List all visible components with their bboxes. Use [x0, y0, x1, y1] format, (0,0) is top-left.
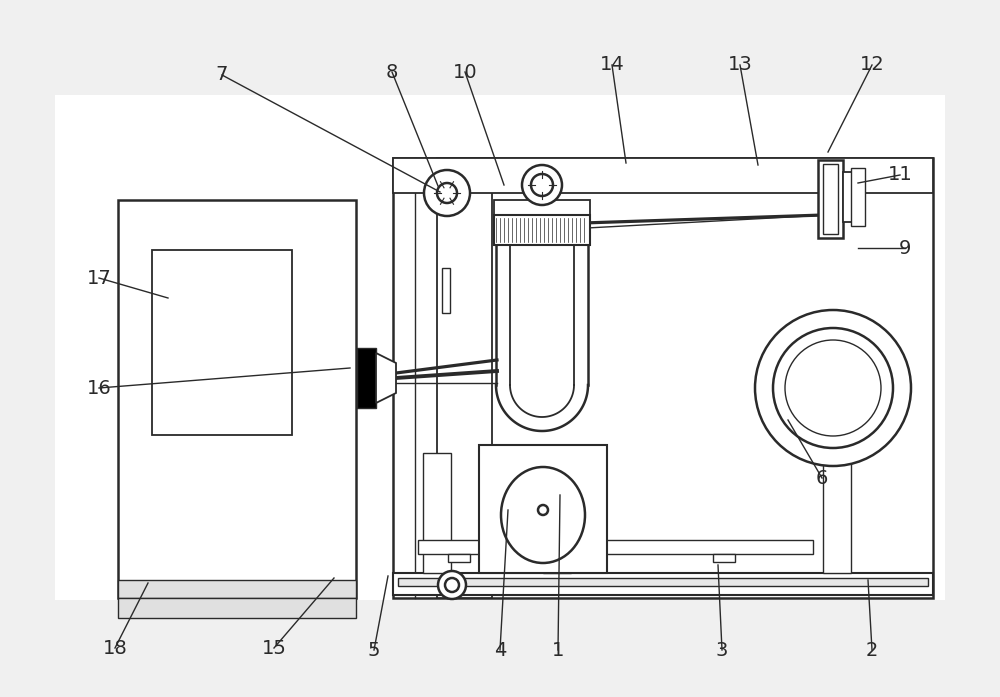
Bar — [118, 580, 356, 598]
Text: 13: 13 — [728, 56, 752, 75]
Bar — [118, 200, 356, 598]
Bar — [398, 578, 928, 586]
Bar — [713, 554, 735, 562]
Bar — [393, 158, 933, 598]
Bar — [851, 168, 865, 226]
Bar — [543, 453, 571, 573]
Bar — [843, 172, 865, 222]
Circle shape — [437, 183, 457, 203]
Bar — [442, 268, 450, 313]
Polygon shape — [376, 353, 396, 403]
Bar — [823, 453, 851, 573]
Text: 18: 18 — [103, 638, 127, 657]
Circle shape — [438, 571, 466, 599]
Text: 12: 12 — [860, 56, 884, 75]
Text: 6: 6 — [816, 468, 828, 487]
Text: 1: 1 — [552, 641, 564, 659]
Circle shape — [531, 174, 553, 196]
Ellipse shape — [501, 467, 585, 563]
Circle shape — [538, 505, 548, 515]
Bar — [823, 164, 838, 234]
Text: 7: 7 — [216, 66, 228, 84]
Text: 8: 8 — [386, 63, 398, 82]
Text: 4: 4 — [494, 641, 506, 659]
Text: 9: 9 — [899, 238, 911, 257]
Bar — [437, 158, 492, 598]
Bar — [494, 215, 590, 245]
Bar — [423, 453, 451, 573]
Circle shape — [445, 578, 459, 592]
Text: 15: 15 — [262, 638, 286, 657]
Bar — [118, 598, 356, 618]
Bar — [494, 200, 590, 215]
Bar — [448, 554, 470, 562]
Bar — [357, 348, 376, 408]
Bar — [479, 445, 607, 573]
Circle shape — [522, 165, 562, 205]
Text: 14: 14 — [600, 56, 624, 75]
Text: 11: 11 — [888, 165, 912, 185]
Bar — [393, 158, 933, 193]
Text: 5: 5 — [368, 641, 380, 659]
Text: 10: 10 — [453, 63, 477, 82]
Circle shape — [785, 340, 881, 436]
Bar — [393, 573, 933, 595]
Text: 3: 3 — [716, 641, 728, 659]
Circle shape — [773, 328, 893, 448]
Text: 17: 17 — [87, 268, 111, 287]
Bar — [152, 250, 292, 435]
Circle shape — [755, 310, 911, 466]
Bar — [55, 95, 945, 600]
Bar — [494, 215, 590, 245]
Text: 16: 16 — [87, 378, 111, 397]
Circle shape — [424, 170, 470, 216]
Bar — [418, 540, 813, 554]
Text: 2: 2 — [866, 641, 878, 659]
Bar — [818, 160, 843, 238]
